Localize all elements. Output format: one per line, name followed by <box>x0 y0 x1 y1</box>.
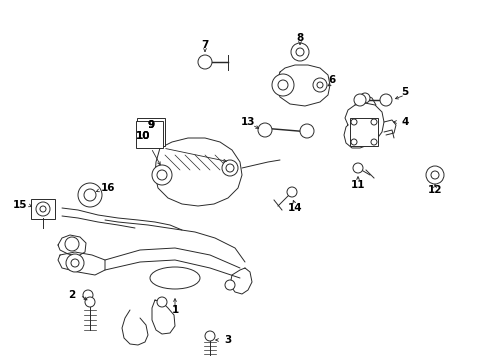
Circle shape <box>84 189 96 201</box>
Text: 3: 3 <box>224 335 231 345</box>
Circle shape <box>71 259 79 267</box>
Text: 13: 13 <box>240 117 255 127</box>
Text: 6: 6 <box>328 75 335 85</box>
Text: 15: 15 <box>13 200 27 210</box>
Circle shape <box>222 160 238 176</box>
Text: 8: 8 <box>296 33 303 43</box>
Circle shape <box>85 297 95 307</box>
Circle shape <box>152 165 172 185</box>
Ellipse shape <box>150 267 200 289</box>
Text: 14: 14 <box>287 203 302 213</box>
Circle shape <box>299 124 313 138</box>
Circle shape <box>204 331 215 341</box>
Circle shape <box>65 237 79 251</box>
Circle shape <box>316 82 323 88</box>
Circle shape <box>430 171 438 179</box>
FancyBboxPatch shape <box>349 118 377 146</box>
Circle shape <box>379 94 391 106</box>
FancyBboxPatch shape <box>137 118 164 146</box>
Circle shape <box>36 202 50 216</box>
Text: 9: 9 <box>147 120 154 130</box>
Text: 1: 1 <box>171 305 178 315</box>
Circle shape <box>278 80 287 90</box>
Circle shape <box>290 43 308 61</box>
Circle shape <box>370 119 376 125</box>
Text: 2: 2 <box>68 290 76 300</box>
Circle shape <box>295 48 304 56</box>
Text: 10: 10 <box>136 131 150 141</box>
Circle shape <box>157 297 167 307</box>
Text: 5: 5 <box>401 87 408 97</box>
FancyBboxPatch shape <box>31 199 55 219</box>
Circle shape <box>350 139 356 145</box>
Circle shape <box>40 206 46 212</box>
Text: 11: 11 <box>350 180 365 190</box>
Text: 10: 10 <box>136 131 150 141</box>
Circle shape <box>271 74 293 96</box>
Circle shape <box>350 119 356 125</box>
Circle shape <box>225 164 234 172</box>
Circle shape <box>312 78 326 92</box>
FancyBboxPatch shape <box>136 121 163 148</box>
Text: 4: 4 <box>401 117 408 127</box>
Circle shape <box>352 163 362 173</box>
Circle shape <box>66 254 84 272</box>
Circle shape <box>83 290 93 300</box>
Text: 9: 9 <box>147 120 154 130</box>
Circle shape <box>370 139 376 145</box>
Circle shape <box>425 166 443 184</box>
Text: 7: 7 <box>201 40 208 50</box>
Text: 12: 12 <box>427 185 441 195</box>
Circle shape <box>359 93 369 103</box>
Circle shape <box>258 123 271 137</box>
Circle shape <box>157 170 167 180</box>
Circle shape <box>353 94 365 106</box>
Circle shape <box>224 280 235 290</box>
Text: 16: 16 <box>101 183 115 193</box>
Circle shape <box>286 187 296 197</box>
Circle shape <box>78 183 102 207</box>
Circle shape <box>198 55 212 69</box>
